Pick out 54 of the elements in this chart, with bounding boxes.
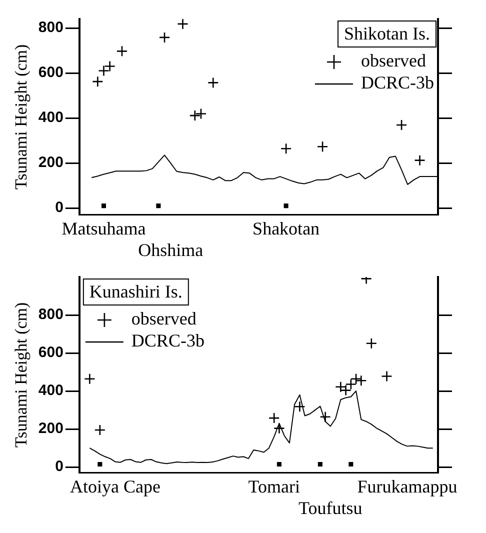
x-tick-label: Furukamappu xyxy=(357,476,458,496)
point xyxy=(268,412,280,424)
legend-label: observed xyxy=(131,308,196,329)
y-axis-title: Tsunami Height (cm) xyxy=(12,44,31,190)
x-tick-label: Shakotan xyxy=(252,218,320,238)
y-tick-label: 600 xyxy=(38,64,64,82)
y-tick-label: 800 xyxy=(38,306,64,324)
y-tick-label: 600 xyxy=(38,344,64,362)
y-tick-label: 200 xyxy=(38,154,64,172)
legend-label: DCRC-3b xyxy=(360,72,434,93)
y-tick-label: 0 xyxy=(55,199,64,216)
legend-title: Shikotan Is. xyxy=(344,24,430,44)
point xyxy=(274,422,285,434)
point xyxy=(207,77,219,88)
point xyxy=(94,424,106,436)
point xyxy=(92,76,104,88)
x-tick-label: Toufutsu xyxy=(298,498,362,518)
point xyxy=(381,370,392,382)
point xyxy=(156,204,161,208)
y-tick-label: 400 xyxy=(38,109,64,126)
y-tick-label: 200 xyxy=(38,420,64,438)
point xyxy=(284,204,288,208)
x-tick-label: Ohshima xyxy=(138,240,204,260)
point xyxy=(101,204,106,208)
point xyxy=(294,400,306,412)
point xyxy=(195,108,207,120)
point xyxy=(189,110,201,122)
point xyxy=(348,462,354,467)
point xyxy=(104,60,116,72)
y-tick-label: 0 xyxy=(55,458,64,476)
x-tick-label: Matsuhama xyxy=(62,218,146,238)
point xyxy=(116,46,128,57)
point xyxy=(158,32,170,44)
point xyxy=(316,140,328,152)
point xyxy=(414,154,426,166)
point xyxy=(98,65,110,76)
y-tick-label: 400 xyxy=(38,382,64,400)
point xyxy=(84,373,96,385)
legend-title: Kunashiri Is. xyxy=(89,282,182,302)
x-tick-label: Atoiya Cape xyxy=(70,476,161,496)
legend-label: DCRC-3b xyxy=(131,330,204,351)
point xyxy=(345,378,357,390)
point xyxy=(320,411,331,423)
point xyxy=(318,462,322,467)
y-tick-label: 800 xyxy=(38,19,64,36)
x-tick-label: Tomari xyxy=(248,476,300,496)
point xyxy=(177,19,188,30)
point xyxy=(396,119,408,131)
legend-label: observed xyxy=(360,50,426,71)
point xyxy=(98,462,102,467)
point xyxy=(280,142,292,154)
y-axis-title: Tsunami Height (cm) xyxy=(12,302,31,448)
point xyxy=(276,462,282,467)
point xyxy=(366,338,378,349)
